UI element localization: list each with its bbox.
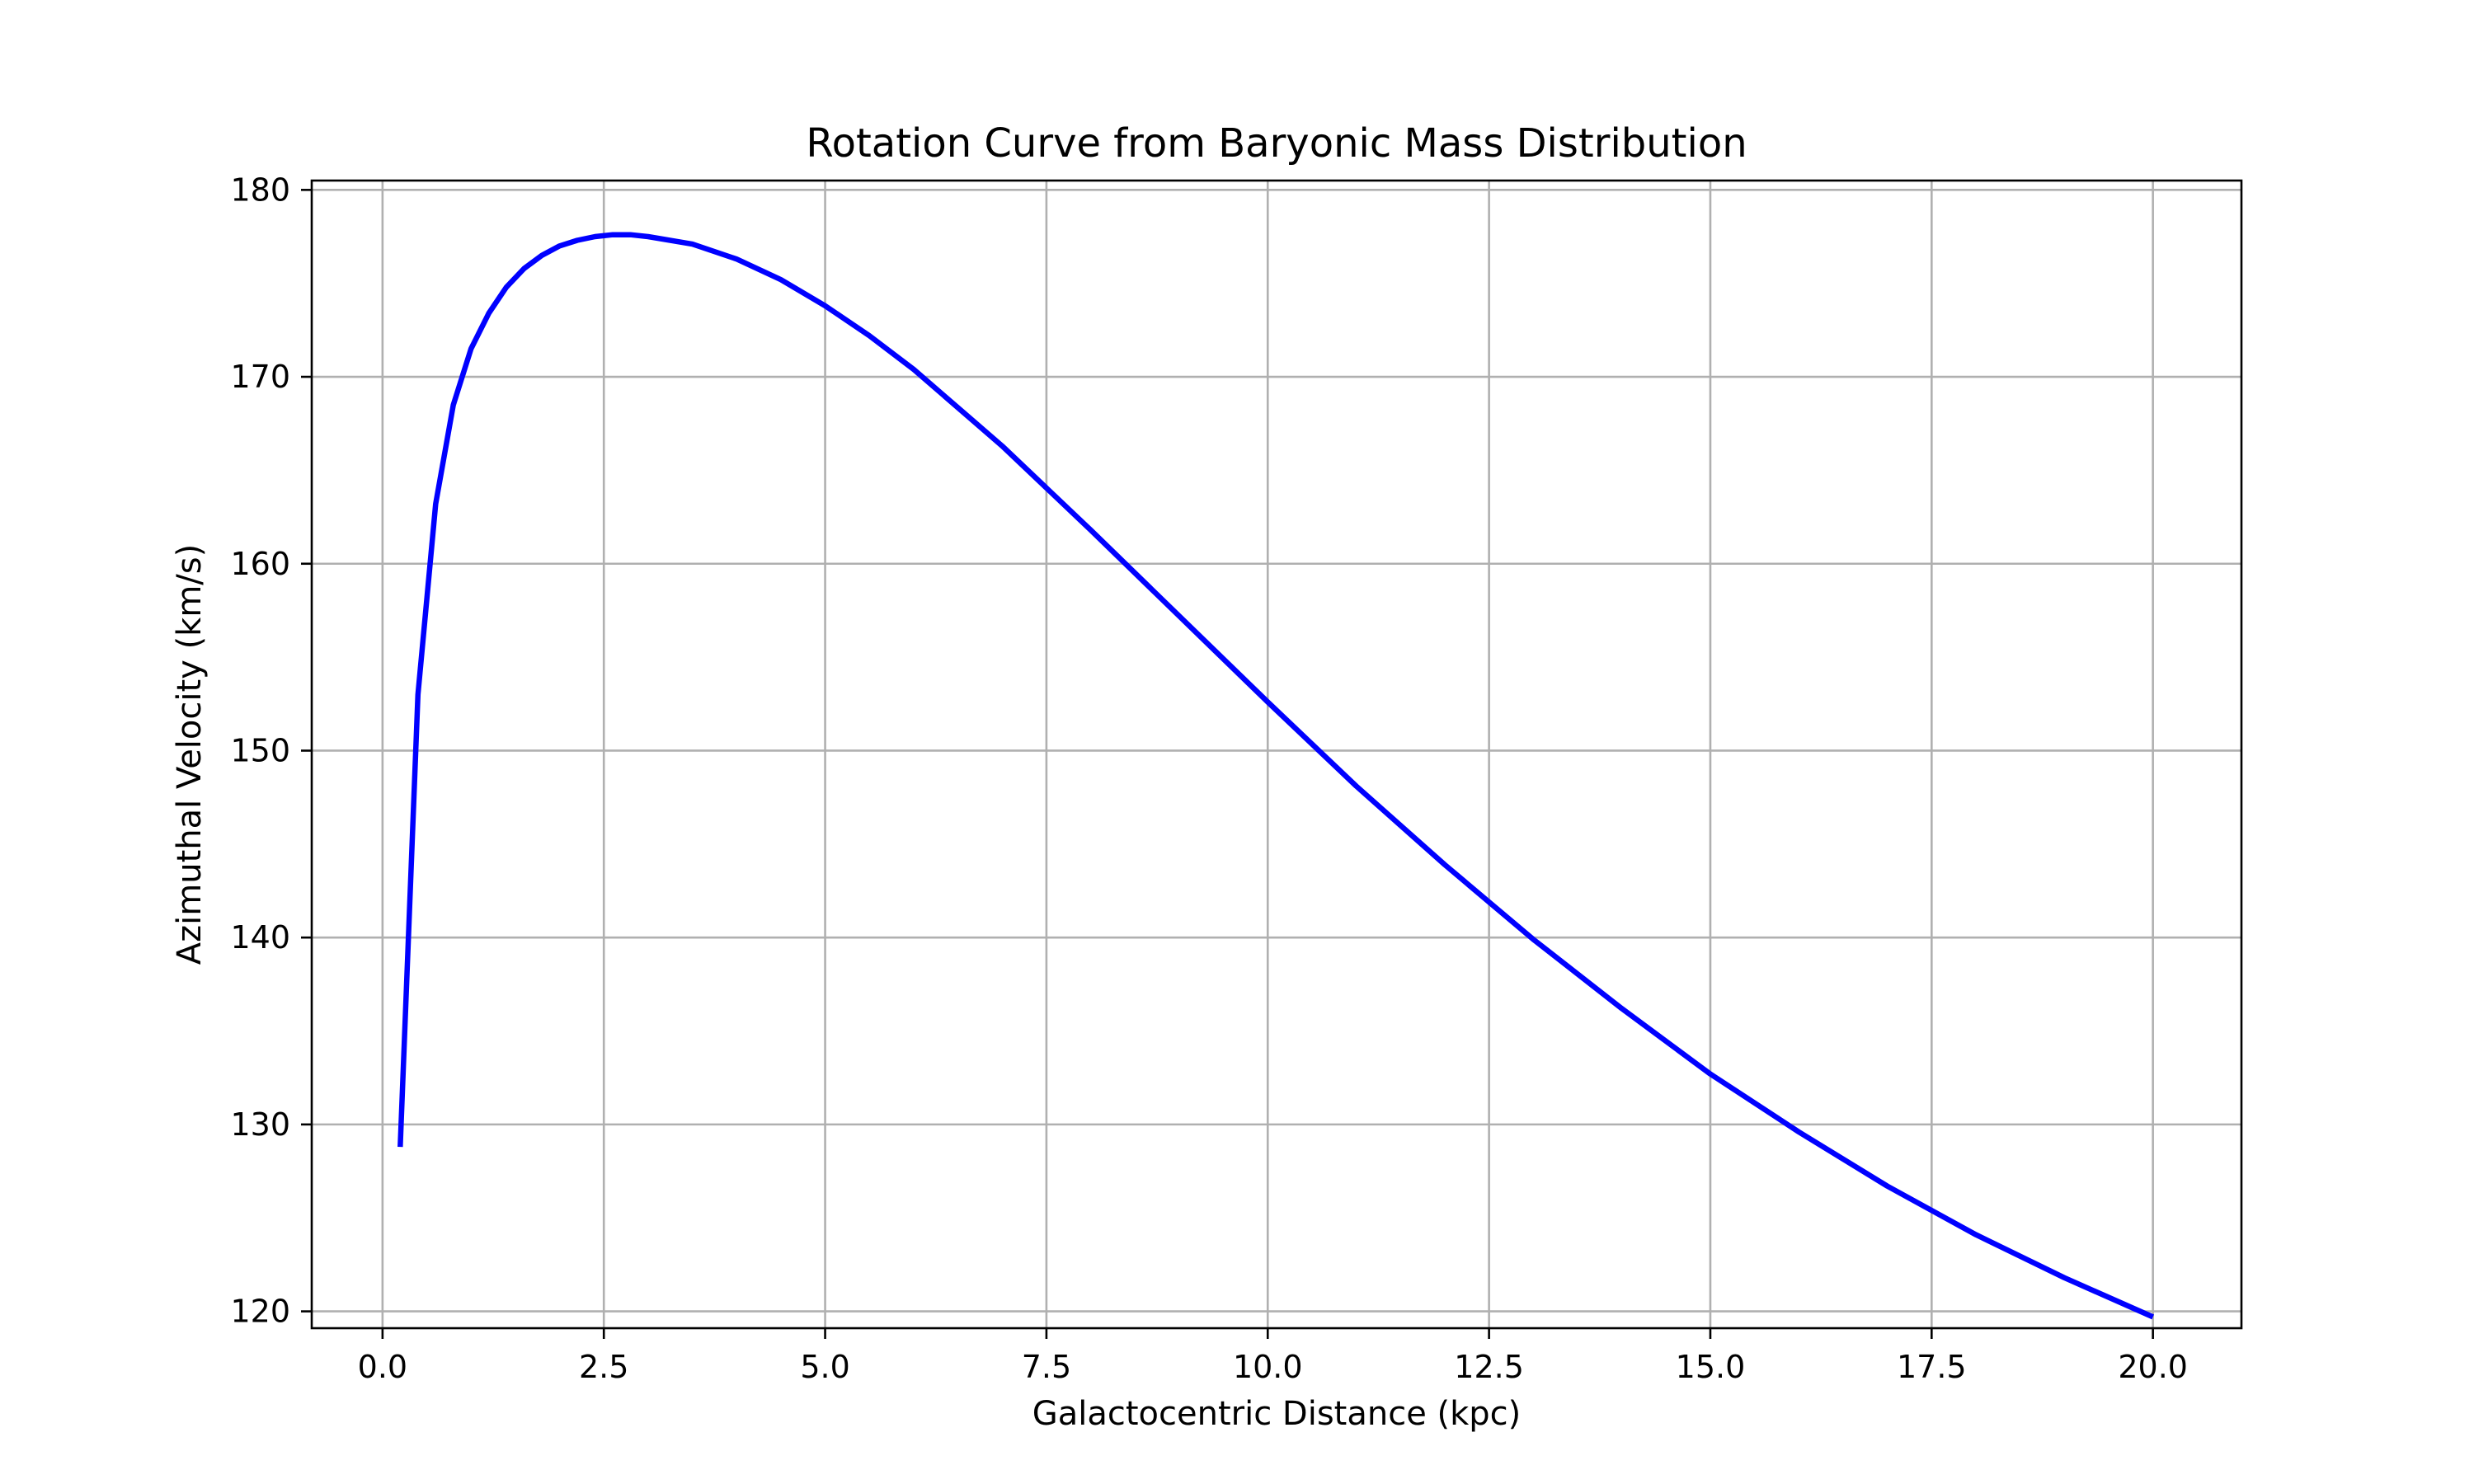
grid [312, 181, 2241, 1328]
x-tick-label: 20.0 [2118, 1349, 2188, 1385]
y-tick-label: 130 [230, 1106, 290, 1143]
x-tick-label: 15.0 [1676, 1349, 1746, 1385]
x-tick-label: 17.5 [1897, 1349, 1967, 1385]
y-tick-label: 120 [230, 1294, 290, 1330]
series-line [397, 232, 2155, 1320]
x-tick-label: 12.5 [1454, 1349, 1524, 1385]
x-axis-ticks: 0.0 2.5 5.0 7.5 10.0 12.5 15.0 17.5 20.0 [358, 1328, 2188, 1385]
x-tick-label: 7.5 [1022, 1349, 1071, 1385]
y-tick-label: 150 [230, 732, 290, 768]
series-layer [397, 232, 2155, 1320]
y-tick-label: 180 [230, 171, 290, 208]
x-tick-label: 5.0 [800, 1349, 849, 1385]
y-tick-label: 160 [230, 546, 290, 582]
x-tick-label: 0.0 [358, 1349, 407, 1385]
axes-frame [310, 179, 2243, 1330]
y-axis-ticks: 120 130 140 150 160 170 180 [230, 171, 312, 1330]
y-axis-label: Azimuthal Velocity (km/s) [171, 544, 209, 965]
x-tick-label: 2.5 [579, 1349, 628, 1385]
plot-area: 0.0 2.5 5.0 7.5 10.0 12.5 15.0 17.5 20.0 1201301… [230, 171, 2243, 1385]
y-tick-label: 140 [230, 919, 290, 956]
chart-title: Rotation Curve from Baryonic Mass Distri… [806, 120, 1747, 167]
x-tick-label: 10.0 [1233, 1349, 1303, 1385]
x-axis-label: Galactocentric Distance (kpc) [1032, 1395, 1522, 1433]
y-tick-label: 170 [230, 359, 290, 395]
